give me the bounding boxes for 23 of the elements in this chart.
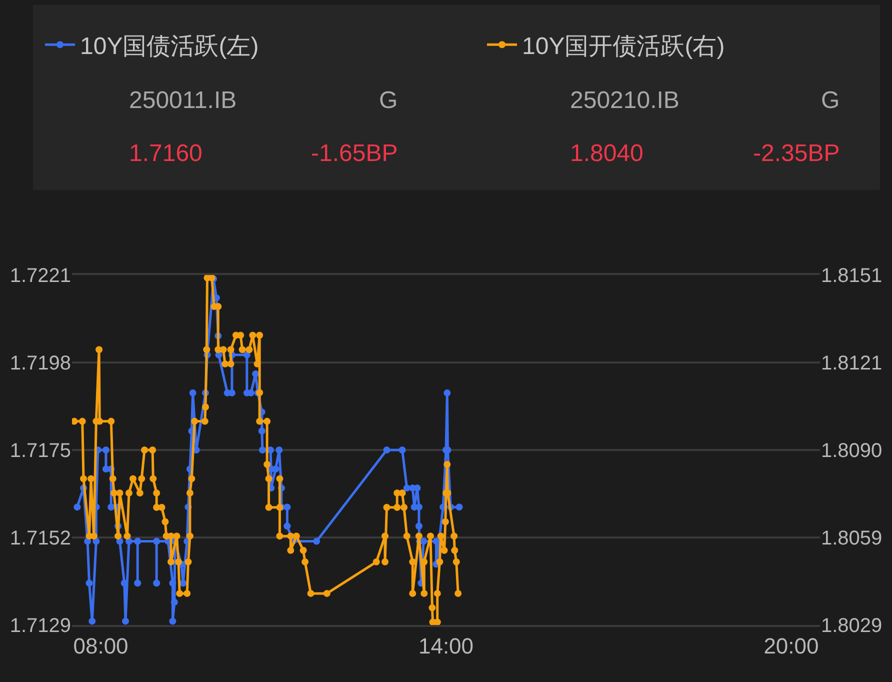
text: 250210.IB [570,87,680,114]
y-tick-label: 1.7152 [10,528,71,550]
text: -1.65BP [311,140,398,167]
text: 1.7160 [129,140,202,167]
x-tick-label: 20:00 [764,633,819,658]
x-tick-label: 14:00 [418,633,474,658]
legend-label: 10Y国开债活跃(右) [522,32,725,60]
y2-tick-label: 1.8121 [821,352,882,374]
y-tick-label: 1.7198 [10,352,71,374]
legend-label: 10Y国债活跃(左) [80,32,259,60]
y-tick-label: 1.7175 [10,440,71,462]
y2-tick-label: 1.8090 [821,440,882,462]
text: 1.8040 [570,140,644,167]
y2-tick-label: 1.8151 [821,265,882,287]
text: -2.35BP [753,140,840,167]
text: G [821,87,840,114]
text: 250011.IB [129,87,237,114]
y2-tick-label: 1.8059 [821,528,882,550]
text: G [379,87,398,114]
y2-tick-label: 1.8029 [821,615,882,637]
y-tick-label: 1.7129 [10,615,71,637]
y-tick-label: 1.7221 [10,265,71,287]
x-tick-label: 08:00 [73,633,128,658]
